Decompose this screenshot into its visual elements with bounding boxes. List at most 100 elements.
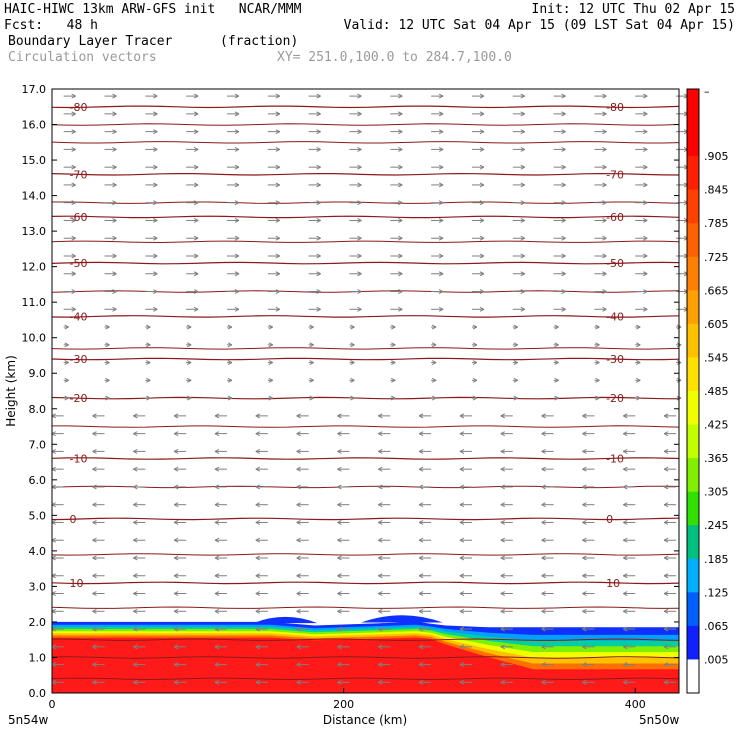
wind-vector-head xyxy=(268,324,274,330)
wind-vector-head xyxy=(153,129,158,135)
wind-vector-head xyxy=(663,644,669,650)
wind-vector-head xyxy=(193,182,199,188)
wind-vector-head xyxy=(133,520,138,525)
colorbar-swatch xyxy=(687,223,699,258)
colorbar-swatch xyxy=(687,357,699,392)
wind-vector-head xyxy=(459,520,465,525)
wind-vector-head xyxy=(105,342,110,348)
wind-vector-head xyxy=(582,679,587,685)
colorbar-label: .485 xyxy=(704,385,729,398)
wind-vector-head xyxy=(541,448,546,454)
wind-vector-head xyxy=(153,93,158,99)
wind-vector-head xyxy=(479,93,485,99)
wind-vector-head xyxy=(623,555,628,561)
wind-vector-head xyxy=(479,289,485,294)
wind-vector-head xyxy=(146,342,151,348)
wind-vector-head xyxy=(71,146,76,152)
wind-vector-head xyxy=(636,395,641,401)
wind-vector-head xyxy=(479,218,485,223)
wind-vector-head xyxy=(541,537,546,543)
wind-vector-head xyxy=(337,591,342,596)
wind-vector-head xyxy=(337,484,342,490)
contour-label: -40 xyxy=(606,310,624,323)
wind-vector-head xyxy=(541,591,546,596)
wind-vector-head xyxy=(582,608,587,614)
wind-vector-head xyxy=(357,218,362,223)
wind-vector-head xyxy=(602,289,607,294)
wind-vector-head xyxy=(459,626,465,632)
wind-vector-head xyxy=(623,502,628,508)
wind-vector-head xyxy=(582,626,587,632)
wind-vector-head xyxy=(602,253,607,259)
colorbar-label: .605 xyxy=(704,318,729,331)
wind-vector-head xyxy=(255,626,261,632)
wind-vector-head xyxy=(500,537,505,543)
wind-vector-head xyxy=(234,111,240,117)
wind-vector-head xyxy=(418,644,424,650)
wind-vector-head xyxy=(296,573,301,579)
colorbar-label: .725 xyxy=(704,251,729,264)
wind-vector-head xyxy=(663,520,669,525)
wind-vector-head xyxy=(582,591,587,596)
y-tick-label: 15.0 xyxy=(22,154,47,167)
wind-vector-head xyxy=(133,679,138,685)
field-name: Boundary Layer Tracer xyxy=(8,34,173,49)
wind-vector-head xyxy=(418,555,424,561)
wind-vector-head xyxy=(227,324,233,330)
wind-vector-head xyxy=(316,271,321,277)
wind-vector-head xyxy=(146,377,151,383)
wind-vector-head xyxy=(71,235,76,241)
wind-vector-head xyxy=(520,289,525,294)
wind-vector-head xyxy=(643,146,648,152)
wind-vector-head xyxy=(561,164,566,170)
wind-vector-head xyxy=(153,146,158,152)
wind-vector-head xyxy=(309,377,314,383)
wind-vector-head xyxy=(398,164,403,170)
wind-vector-head xyxy=(479,111,485,117)
y-tick-label: 14.0 xyxy=(22,190,47,203)
wind-vector-head xyxy=(275,200,281,206)
wind-vector-head xyxy=(275,93,281,99)
wind-vector-head xyxy=(479,200,485,206)
wind-vector-head xyxy=(92,413,97,419)
wind-vector-head xyxy=(255,466,261,472)
wind-vector-head xyxy=(554,360,559,366)
wind-vector-head xyxy=(255,644,261,650)
wind-vector-head xyxy=(112,111,117,117)
wind-vector-head xyxy=(623,662,628,668)
wind-vector-head xyxy=(337,431,342,437)
wind-vector-head xyxy=(500,644,505,650)
wind-vector-head xyxy=(595,377,600,383)
colorbar-swatch xyxy=(687,625,699,660)
wind-vector-head xyxy=(105,360,110,366)
wind-vector-head xyxy=(479,182,485,188)
wind-vector-head xyxy=(663,448,669,454)
wind-vector-head xyxy=(357,235,362,241)
wind-vector-head xyxy=(173,448,179,454)
wind-vector-head xyxy=(378,662,383,668)
wind-vector-head xyxy=(214,520,220,525)
wind-vector-head xyxy=(602,200,607,206)
colorbar-swatch xyxy=(687,189,699,224)
wind-vector-head xyxy=(582,644,587,650)
wind-vector-head xyxy=(309,342,314,348)
contour-label: -20 xyxy=(69,392,87,405)
wind-vector-head xyxy=(296,644,301,650)
wind-vector-head xyxy=(623,448,628,454)
wind-vector-head xyxy=(234,146,240,152)
wind-vector-head xyxy=(112,200,117,206)
wind-vector-head xyxy=(173,555,179,561)
wind-vector-head xyxy=(554,377,559,383)
wind-vector-head xyxy=(112,235,117,241)
wind-vector-head xyxy=(500,431,505,437)
wind-vector-head xyxy=(418,608,424,614)
wind-vector-head xyxy=(92,466,97,472)
wind-vector-head xyxy=(418,413,424,419)
wind-vector-head xyxy=(391,377,396,383)
contour-label: -10 xyxy=(69,453,87,466)
wind-vector-head xyxy=(92,679,97,685)
wind-vector-head xyxy=(296,626,301,632)
wind-vector-head xyxy=(398,218,403,223)
wind-vector-head xyxy=(602,218,607,223)
wind-vector-head xyxy=(92,431,97,437)
